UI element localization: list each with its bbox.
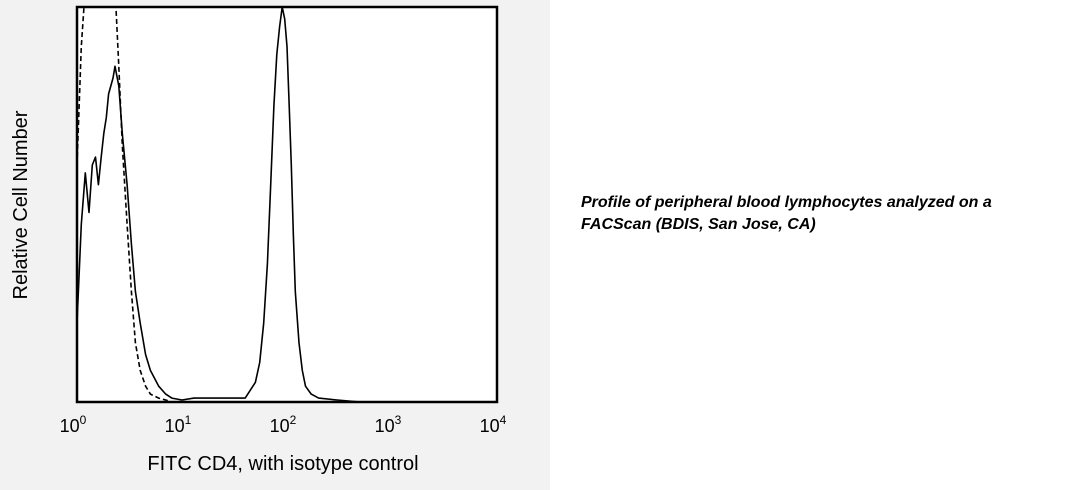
figure-panel: 100 101 102 103 104 FITC CD4, with isotype c… — [0, 0, 550, 490]
x-tick-label: 101 — [165, 413, 192, 436]
x-tick-label: 102 — [270, 413, 297, 436]
histogram-chart: 100 101 102 103 104 FITC CD4, with isotype c… — [10, 5, 507, 475]
cd4-stained-histogram — [77, 7, 497, 402]
figure-caption: Profile of peripheral blood lymphocytes … — [581, 194, 992, 233]
x-tick-label: 104 — [480, 413, 507, 436]
x-axis-title: FITC CD4, with isotype control — [147, 453, 418, 475]
y-axis-title: Relative Cell Number — [10, 110, 32, 299]
plot-frame — [75, 5, 499, 404]
x-tick-label: 103 — [375, 413, 402, 436]
series-layer — [77, 7, 497, 402]
plot-area — [77, 7, 497, 402]
x-tick-labels: 100 101 102 103 104 — [60, 413, 507, 436]
x-tick-label: 100 — [60, 413, 87, 436]
